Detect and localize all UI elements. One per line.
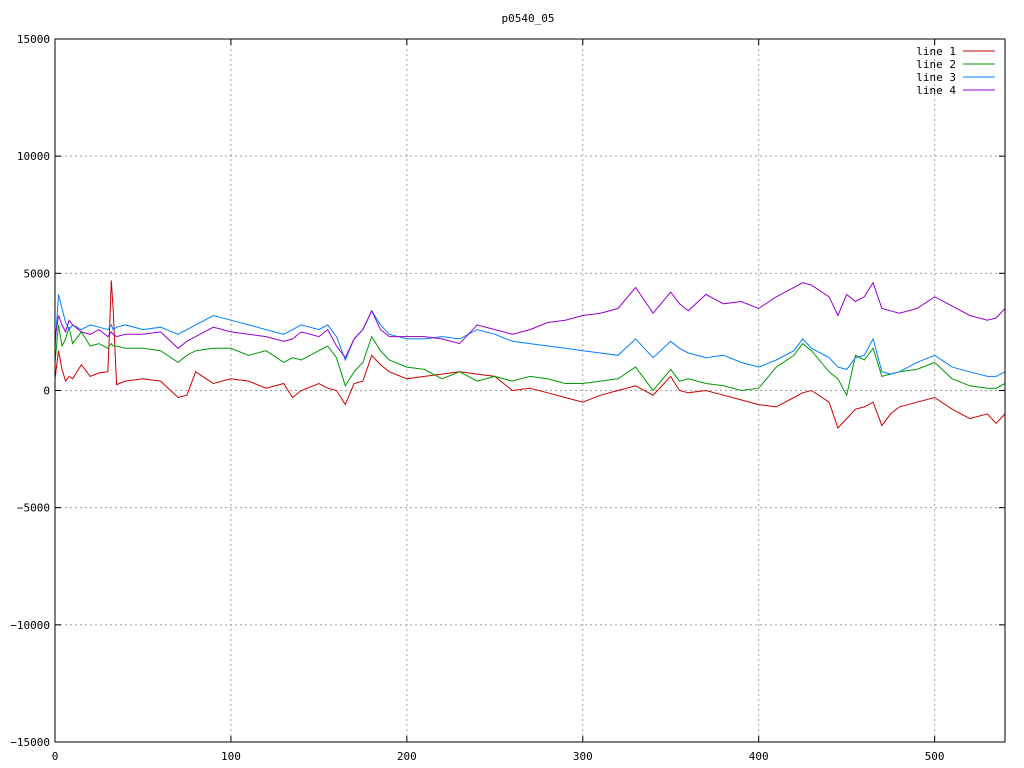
- y-tick-label: −5000: [17, 502, 50, 515]
- series-line-3: [54, 294, 1006, 377]
- y-tick-label: 15000: [17, 33, 50, 46]
- legend-label-1: line 1: [916, 45, 956, 58]
- series-line-1: [54, 280, 1006, 429]
- series-line-4: [54, 281, 1006, 359]
- x-tick-label: 0: [52, 750, 59, 763]
- y-tick-label: 5000: [24, 267, 51, 280]
- x-tick-label: 100: [221, 750, 241, 763]
- y-tick-label: −10000: [10, 619, 50, 632]
- x-tick-label: 400: [749, 750, 769, 763]
- legend-label-4: line 4: [916, 84, 956, 97]
- legend-label-2: line 2: [916, 58, 956, 71]
- y-tick-label: −15000: [10, 736, 50, 749]
- series-line-2: [54, 324, 1006, 397]
- chart-title: p0540_05: [502, 12, 555, 25]
- x-tick-label: 300: [573, 750, 593, 763]
- series-layer: [54, 280, 1006, 429]
- axis-ticks: 0 100 200 300 400 500 15000 10000 5000 0 −5000 −100…: [10, 33, 1005, 763]
- y-tick-label: 0: [43, 385, 50, 398]
- y-tick-label: 10000: [17, 150, 50, 163]
- grid: [55, 39, 1005, 742]
- x-tick-label: 200: [397, 750, 417, 763]
- x-tick-label: 500: [925, 750, 945, 763]
- legend-label-3: line 3: [916, 71, 956, 84]
